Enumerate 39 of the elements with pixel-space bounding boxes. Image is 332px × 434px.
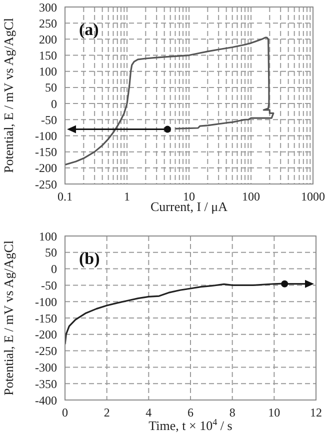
- y-tick-label: -150: [35, 145, 57, 160]
- y-tick-label: -100: [35, 294, 57, 309]
- y-tick-label: 200: [39, 32, 57, 46]
- x-tick-label: 2: [104, 406, 110, 420]
- x-tick-label: 1: [124, 190, 130, 204]
- y-tick-label: 50: [45, 246, 57, 260]
- y-tick-label: 0: [51, 262, 57, 276]
- y-tick-label: -400: [35, 393, 57, 408]
- x-tick-label: 10: [268, 406, 280, 420]
- x-tick-label: 100: [242, 190, 260, 204]
- y-tick-label: -200: [35, 161, 57, 176]
- y-tick-label: -200: [35, 328, 57, 342]
- x-tick-label: 1000: [301, 190, 325, 204]
- x-tick-label: 8: [229, 406, 236, 420]
- y-tick-label: -50: [41, 112, 57, 127]
- y-tick-label: 100: [39, 229, 57, 244]
- x-tick-label: 0.1: [58, 190, 72, 204]
- y-tick-label: -50: [41, 278, 57, 292]
- x-tick-label: 6: [188, 406, 194, 420]
- y-axis-title: Potential, E / mV vs Ag/AgCl: [1, 18, 16, 174]
- y-tick-label: 50: [45, 80, 57, 95]
- y-tick-label: -150: [35, 311, 57, 326]
- y-tick-label: 150: [39, 48, 57, 63]
- y-tick-label: 100: [39, 64, 57, 79]
- x-tick-label: 4: [146, 406, 152, 420]
- y-tick-label: -350: [35, 376, 57, 391]
- y-tick-label: -250: [35, 177, 57, 192]
- x-axis-title: Time, t × 10$^{4}$ / s: [148, 417, 232, 433]
- y-tick-label: -300: [35, 360, 57, 374]
- annotation: (b): [79, 249, 100, 268]
- y-tick-label: 300: [39, 0, 57, 14]
- y-axis-title: Potential, E / mV vs Ag/AgCl: [1, 240, 16, 396]
- y-tick-label: -100: [35, 128, 57, 143]
- x-tick-label: 12: [310, 406, 322, 420]
- y-tick-label: 250: [39, 16, 57, 30]
- annotation: (a): [79, 20, 99, 39]
- y-tick-label: 0: [51, 96, 57, 111]
- x-tick-label: 0: [62, 406, 68, 420]
- y-tick-label: -250: [35, 344, 57, 358]
